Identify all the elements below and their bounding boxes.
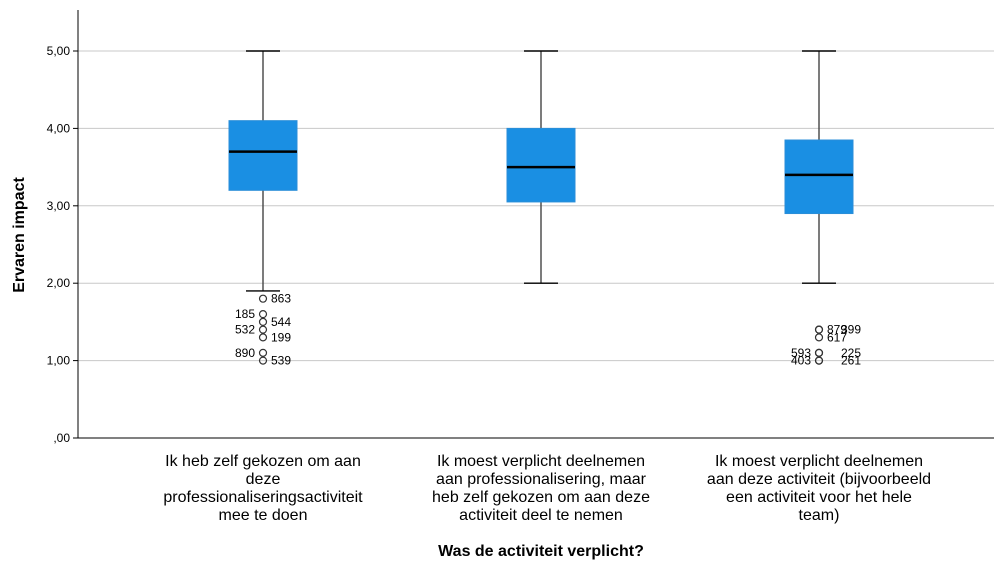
outlier-label: 399 (841, 323, 861, 337)
outlier-point (814, 333, 824, 342)
boxes (228, 50, 854, 365)
outlier-label: 593 (791, 346, 811, 360)
outlier-point (258, 294, 268, 303)
labels: ,00 1,00 2,00 3,00 4,00 5,00 863 185 544 532 199 89… (47, 44, 931, 524)
outlier-label: 863 (271, 292, 291, 306)
x-category-label: deze (246, 471, 281, 488)
outlier-point (258, 310, 268, 319)
outlier-label: 890 (235, 346, 255, 360)
outlier-point (814, 325, 824, 334)
y-tick-label: 5,00 (47, 44, 71, 58)
outlier-point (258, 356, 268, 365)
x-category-label: mee te doen (219, 507, 308, 524)
iqr-box (228, 120, 298, 191)
x-category-label: een activiteit voor het hele (726, 489, 912, 506)
outlier-label: 403 (791, 354, 811, 368)
x-category-label: Ik heb zelf gekozen om aan (165, 453, 361, 470)
box-group-1 (228, 50, 298, 365)
x-category-label: team) (799, 507, 840, 524)
outlier-point (258, 317, 268, 326)
x-axis-title: Was de activiteit verplicht? (438, 543, 644, 560)
outlier-label: 617 (827, 330, 847, 344)
y-tick-label: 1,00 (47, 354, 71, 368)
outlier-label: 225 (841, 346, 861, 360)
x-category-label: aan professionalisering, maar (436, 471, 647, 488)
gridlines (78, 50, 994, 362)
x-category-label: Ik moest verplicht deelnemen (715, 453, 923, 470)
axes (73, 10, 994, 439)
x-category-label: heb zelf gekozen om aan deze (432, 489, 650, 506)
outlier-label: 199 (271, 330, 291, 344)
outlier-point (258, 325, 268, 334)
box-group-2 (506, 50, 576, 284)
y-tick-label: ,00 (53, 431, 70, 445)
outlier-label: 185 (235, 307, 255, 321)
outlier-label: 539 (271, 354, 291, 368)
outlier-point (258, 348, 268, 357)
outlier-label: 544 (271, 315, 291, 329)
x-category-label: Ik moest verplicht deelnemen (437, 453, 645, 470)
outlier-point (814, 356, 824, 365)
outlier-label: 532 (235, 323, 255, 337)
outlier-point (258, 333, 268, 342)
outlier-label: 261 (841, 354, 861, 368)
y-tick-label: 2,00 (47, 276, 71, 290)
y-axis-title: Ervaren impact (11, 177, 28, 293)
iqr-box (784, 139, 854, 215)
y-tick-label: 3,00 (47, 199, 71, 213)
x-category-label: activiteit deel te nemen (459, 507, 623, 524)
outlier-point (814, 348, 824, 357)
x-category-label: professionaliseringsactiviteit (163, 489, 363, 506)
outlier-label: 879 (827, 323, 847, 337)
x-category-label: aan deze activiteit (bijvoorbeeld (707, 471, 931, 488)
iqr-box (506, 127, 576, 203)
y-tick-label: 4,00 (47, 121, 71, 135)
box-group-3 (784, 50, 854, 365)
